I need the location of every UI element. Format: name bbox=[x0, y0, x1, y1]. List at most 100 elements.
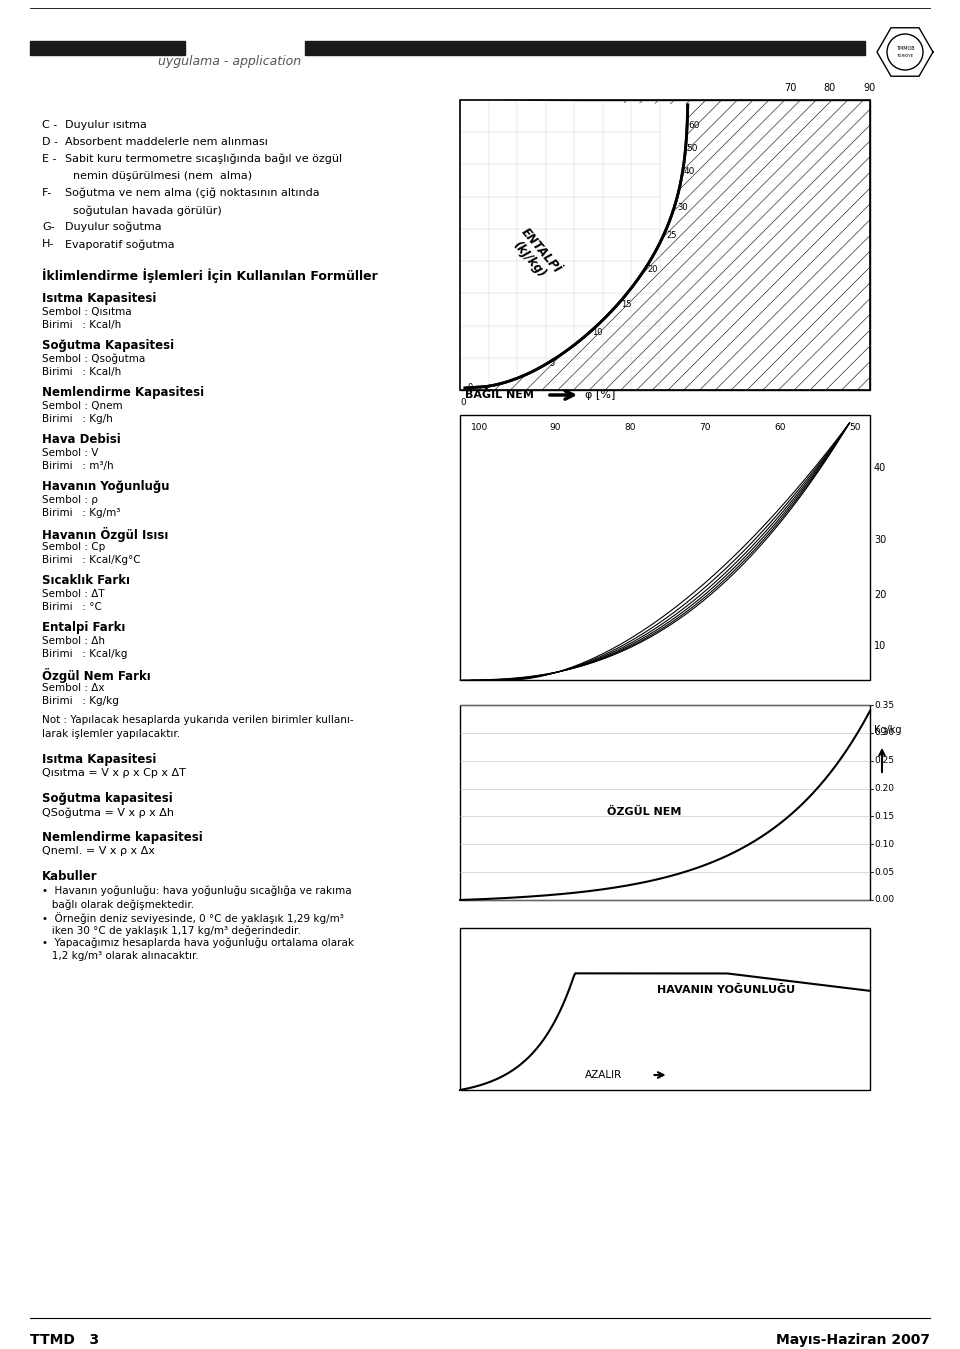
Bar bbox=[305, 40, 865, 55]
Text: 50: 50 bbox=[686, 144, 698, 154]
Text: Birimi   : Kg/m³: Birimi : Kg/m³ bbox=[42, 509, 120, 518]
Text: 0.15: 0.15 bbox=[874, 812, 894, 822]
Text: nemin düşürülmesi (nem  alma): nemin düşürülmesi (nem alma) bbox=[73, 171, 252, 181]
Text: D -: D - bbox=[42, 138, 58, 147]
Text: TÜRKİYE: TÜRKİYE bbox=[897, 54, 914, 58]
Text: 80: 80 bbox=[824, 84, 836, 93]
Text: Absorbent maddelerle nem alınması: Absorbent maddelerle nem alınması bbox=[65, 138, 268, 147]
Text: 60: 60 bbox=[775, 424, 785, 432]
Bar bbox=[460, 706, 870, 900]
Text: •  Havanın yoğunluğu: hava yoğunluğu sıcağlığa ve rakıma: • Havanın yoğunluğu: hava yoğunluğu sıca… bbox=[42, 886, 351, 897]
Text: Hava Debisi: Hava Debisi bbox=[42, 433, 121, 447]
Text: Birimi   : Kg/kg: Birimi : Kg/kg bbox=[42, 696, 119, 706]
Text: Havanın Yoğunluğu: Havanın Yoğunluğu bbox=[42, 480, 170, 492]
Text: 0: 0 bbox=[468, 383, 473, 393]
Text: Sembol : Cp: Sembol : Cp bbox=[42, 542, 106, 552]
Text: BAĞIL NEM: BAĞIL NEM bbox=[465, 390, 534, 401]
Text: Sembol : V: Sembol : V bbox=[42, 448, 98, 459]
Text: Birimi   : Kg/h: Birimi : Kg/h bbox=[42, 414, 112, 424]
Text: 20: 20 bbox=[874, 591, 886, 600]
Text: 0.10: 0.10 bbox=[874, 840, 894, 849]
Text: φ [%]: φ [%] bbox=[585, 390, 615, 401]
Text: H-: H- bbox=[42, 239, 55, 250]
Text: Birimi   : Kcal/Kg°C: Birimi : Kcal/Kg°C bbox=[42, 554, 140, 565]
Text: Birimi   : °C: Birimi : °C bbox=[42, 602, 102, 612]
Text: 60: 60 bbox=[688, 121, 700, 131]
Text: 80: 80 bbox=[624, 424, 636, 432]
Text: Sabit kuru termometre sıcaşlığında bağıl ve özgül: Sabit kuru termometre sıcaşlığında bağıl… bbox=[65, 154, 342, 165]
Text: Soğutma Kapasitesi: Soğutma Kapasitesi bbox=[42, 339, 174, 352]
Text: Qneml. = V x ρ x Δx: Qneml. = V x ρ x Δx bbox=[42, 846, 155, 857]
Text: Nemlendirme Kapasitesi: Nemlendirme Kapasitesi bbox=[42, 386, 204, 399]
Text: Birimi   : Kcal/h: Birimi : Kcal/h bbox=[42, 320, 121, 331]
Text: iken 30 °C de yaklaşık 1,17 kg/m³ değerindedir.: iken 30 °C de yaklaşık 1,17 kg/m³ değeri… bbox=[42, 925, 300, 935]
Text: Mayıs-Haziran 2007: Mayıs-Haziran 2007 bbox=[776, 1333, 930, 1348]
Polygon shape bbox=[460, 100, 687, 390]
Text: Isıtma Kapasitesi: Isıtma Kapasitesi bbox=[42, 291, 156, 305]
Text: 0.00: 0.00 bbox=[874, 896, 894, 904]
Text: 10: 10 bbox=[592, 328, 603, 337]
Text: Sembol : Δx: Sembol : Δx bbox=[42, 683, 105, 693]
Text: 90: 90 bbox=[549, 424, 561, 432]
Text: Sembol : Qısıtma: Sembol : Qısıtma bbox=[42, 308, 132, 317]
Text: 40: 40 bbox=[874, 463, 886, 473]
Text: 30: 30 bbox=[874, 534, 886, 545]
Text: Kg/kg: Kg/kg bbox=[874, 724, 901, 735]
Text: Kabuller: Kabuller bbox=[42, 870, 98, 884]
Text: 15: 15 bbox=[621, 299, 632, 309]
Bar bbox=[30, 40, 185, 55]
Text: 1,2 kg/m³ olarak alınacaktır.: 1,2 kg/m³ olarak alınacaktır. bbox=[42, 951, 199, 960]
Text: TTMD   3: TTMD 3 bbox=[30, 1333, 99, 1348]
Text: 70: 70 bbox=[783, 84, 796, 93]
Text: G-: G- bbox=[42, 223, 55, 232]
Text: F-: F- bbox=[42, 188, 53, 198]
Text: •  Örneğin deniz seviyesinde, 0 °C de yaklaşık 1,29 kg/m³: • Örneğin deniz seviyesinde, 0 °C de yak… bbox=[42, 912, 344, 924]
Text: 0: 0 bbox=[460, 398, 466, 407]
Text: Havanın Özgül Isısı: Havanın Özgül Isısı bbox=[42, 527, 168, 542]
Text: Sıcaklık Farkı: Sıcaklık Farkı bbox=[42, 575, 130, 587]
Text: Qısıtma = V x ρ x Cp x ΔT: Qısıtma = V x ρ x Cp x ΔT bbox=[42, 768, 186, 778]
Text: 40: 40 bbox=[684, 167, 695, 175]
Text: HAVANIN YOĞUNLUĞU: HAVANIN YOĞUNLUĞU bbox=[658, 985, 796, 994]
Text: Isıtma Kapasitesi: Isıtma Kapasitesi bbox=[42, 753, 156, 766]
Text: 100: 100 bbox=[471, 424, 489, 432]
Text: 30: 30 bbox=[677, 202, 687, 212]
Text: ÖZGÜL NEM: ÖZGÜL NEM bbox=[608, 807, 682, 817]
Text: Birimi   : Kcal/h: Birimi : Kcal/h bbox=[42, 367, 121, 376]
Text: Sembol : ρ: Sembol : ρ bbox=[42, 495, 98, 505]
Text: 90: 90 bbox=[864, 84, 876, 93]
Text: 0.20: 0.20 bbox=[874, 784, 894, 793]
Bar bbox=[460, 928, 870, 1090]
Text: QSoğutma = V x ρ x Δh: QSoğutma = V x ρ x Δh bbox=[42, 807, 174, 817]
Text: 20: 20 bbox=[647, 266, 658, 274]
Text: E -: E - bbox=[42, 154, 57, 165]
Text: 0.05: 0.05 bbox=[874, 867, 894, 877]
Text: Özgül Nem Farkı: Özgül Nem Farkı bbox=[42, 668, 151, 683]
Bar bbox=[460, 415, 870, 680]
Text: Soğutma ve nem alma (çiğ noktasının altında: Soğutma ve nem alma (çiğ noktasının altı… bbox=[65, 188, 320, 198]
Text: Duyulur ısıtma: Duyulur ısıtma bbox=[65, 120, 147, 130]
Text: Evaporatif soğutma: Evaporatif soğutma bbox=[65, 239, 175, 250]
Text: Birimi   : Kcal/kg: Birimi : Kcal/kg bbox=[42, 649, 128, 660]
Text: C -: C - bbox=[42, 120, 58, 130]
Text: Birimi   : m³/h: Birimi : m³/h bbox=[42, 461, 113, 471]
Bar bbox=[460, 100, 870, 390]
Text: 25: 25 bbox=[666, 231, 677, 240]
Text: 70: 70 bbox=[699, 424, 710, 432]
Text: 0.25: 0.25 bbox=[874, 757, 894, 765]
Text: ENTALPİ
(kJ/kg): ENTALPİ (kJ/kg) bbox=[507, 225, 564, 285]
Text: 10: 10 bbox=[874, 641, 886, 650]
Text: Sembol : Qsoğutma: Sembol : Qsoğutma bbox=[42, 353, 145, 364]
Text: uygulama - application: uygulama - application bbox=[158, 55, 301, 69]
Text: •  Yapacağımız hesaplarda hava yoğunluğu ortalama olarak: • Yapacağımız hesaplarda hava yoğunluğu … bbox=[42, 938, 354, 948]
Polygon shape bbox=[877, 28, 933, 77]
Text: Soğutma kapasitesi: Soğutma kapasitesi bbox=[42, 792, 173, 805]
Text: 5: 5 bbox=[549, 359, 555, 368]
Bar bbox=[460, 100, 870, 390]
Text: Sembol : Δh: Sembol : Δh bbox=[42, 635, 105, 646]
Text: soğutulan havada görülür): soğutulan havada görülür) bbox=[73, 205, 222, 216]
Text: 0.35: 0.35 bbox=[874, 700, 894, 710]
Text: Entalpi Farkı: Entalpi Farkı bbox=[42, 621, 126, 634]
Text: 50: 50 bbox=[850, 424, 861, 432]
Text: Sembol : Qnem: Sembol : Qnem bbox=[42, 401, 123, 411]
